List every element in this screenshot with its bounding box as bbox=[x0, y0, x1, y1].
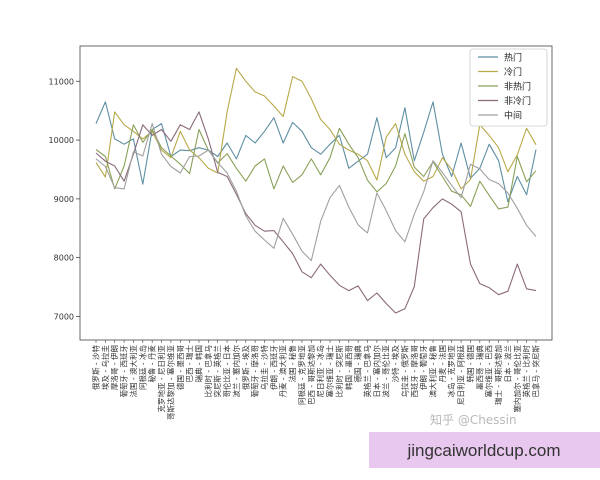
x-axis: 俄罗斯 - 沙特 埃及 - 乌拉圭 摩洛哥 - 伊朗 葡萄牙 - 西班牙 法国 - 澳大… bbox=[91, 340, 541, 420]
banner-text: jingcaiworldcup.com bbox=[406, 441, 560, 460]
legend-label: 冷门 bbox=[504, 66, 522, 78]
x-tick-label: 俄罗斯 - 埃及 bbox=[240, 345, 250, 390]
x-tick-label: 英格兰 - 比利时 bbox=[521, 345, 531, 398]
x-tick-label: 丹麦 - 法国 bbox=[437, 345, 447, 382]
x-tick-label: 乌拉圭 - 俄罗斯 bbox=[399, 345, 409, 398]
x-tick-label: 埃及 - 乌拉圭 bbox=[100, 345, 110, 390]
legend-label: 非冷门 bbox=[504, 95, 531, 107]
x-tick-label: 乌拉圭 - 沙特 bbox=[259, 345, 269, 390]
series-line bbox=[95, 123, 537, 262]
x-tick-label: 葡萄牙 - 西班牙 bbox=[119, 345, 129, 398]
plot-frame bbox=[79, 45, 553, 341]
legend-box bbox=[469, 48, 548, 127]
x-tick-label: 澳大利亚 - 秘鲁 bbox=[428, 345, 438, 397]
x-tick-label: 俄罗斯 - 沙特 bbox=[91, 345, 101, 390]
x-tick-label: 法国 - 澳大利亚 bbox=[128, 345, 138, 398]
x-tick-label: 巴拿马 - 突尼斯 bbox=[531, 345, 541, 398]
series-line bbox=[95, 67, 537, 190]
x-tick-label: 英格兰 - 巴拿马 bbox=[362, 345, 372, 397]
y-tick-label: 10000 bbox=[49, 136, 74, 145]
x-tick-label: 塞尔维亚 - 瑞士 bbox=[325, 345, 335, 398]
x-tick-label: 葡萄牙 - 摩洛哥 bbox=[250, 345, 260, 398]
x-tick-label: 丹麦 - 澳大利亚 bbox=[278, 345, 288, 398]
x-tick-label: 尼日利亚 - 冰岛 bbox=[315, 345, 325, 397]
x-tick-label: 哥伦比亚 - 日本 bbox=[222, 345, 232, 398]
watermark: 知乎 @Chessin bbox=[430, 413, 517, 427]
x-tick-label: 尼日利亚 - 阿根廷 bbox=[456, 345, 466, 405]
x-tick-label: 波兰 - 哥伦比亚 bbox=[381, 345, 391, 398]
x-tick-label: 伊朗 - 西班牙 bbox=[268, 345, 278, 390]
y-tick-label: 9000 bbox=[54, 195, 74, 204]
x-tick-label: 阿根廷 - 冰岛 bbox=[137, 345, 147, 390]
x-tick-label: 哥斯达黎加 - 塞尔维亚 bbox=[165, 345, 175, 420]
series-line bbox=[95, 124, 537, 210]
x-tick-label: 韩国 - 墨西哥 bbox=[343, 345, 353, 390]
y-tick-label: 7000 bbox=[54, 312, 74, 321]
x-tick-label: 法国 - 秘鲁 bbox=[287, 345, 297, 382]
legend-label: 热门 bbox=[504, 52, 522, 64]
x-tick-label: 西班牙 - 摩洛哥 bbox=[409, 345, 419, 398]
series-line bbox=[95, 101, 537, 203]
y-tick-label: 11000 bbox=[49, 77, 74, 86]
x-tick-label: 冰岛 - 克罗地亚 bbox=[446, 345, 456, 398]
x-tick-label: 突尼斯 - 英格兰 bbox=[212, 345, 222, 398]
x-tick-label: 塞内加尔 - 哥伦比亚 bbox=[512, 345, 522, 413]
x-tick-label: 日本 - 波兰 bbox=[502, 345, 512, 383]
x-tick-label: 伊朗 - 葡萄牙 bbox=[418, 345, 428, 390]
x-tick-label: 摩洛哥 - 伊朗 bbox=[109, 345, 119, 390]
series-lines bbox=[95, 67, 537, 314]
x-tick-label: 克罗地亚 - 尼日利亚 bbox=[156, 345, 166, 413]
x-tick-label: 韩国 - 德国 bbox=[465, 345, 475, 382]
y-tick-label: 8000 bbox=[54, 254, 74, 263]
x-tick-label: 比利时 - 突尼斯 bbox=[334, 345, 344, 398]
x-tick-label: 秘鲁 - 丹麦 bbox=[147, 345, 157, 383]
legend-label: 中间 bbox=[504, 110, 522, 122]
y-axis: 7000 8000 9000 10000 11000 bbox=[49, 77, 80, 321]
x-tick-label: 瑞士 - 哥斯达黎加 bbox=[493, 345, 503, 405]
x-tick-label: 比利时 - 巴拿马 bbox=[203, 345, 213, 397]
x-tick-label: 巴西 - 哥斯达黎加 bbox=[306, 345, 316, 405]
x-tick-label: 沙特 - 埃及 bbox=[390, 345, 400, 383]
x-tick-label: 阿根廷 - 克罗地亚 bbox=[296, 345, 306, 405]
x-tick-label: 瑞典 - 韩国 bbox=[193, 345, 203, 382]
banner bbox=[369, 432, 600, 468]
x-tick-label: 德国 - 墨西哥 bbox=[175, 345, 185, 390]
legend-label: 非热门 bbox=[504, 81, 531, 93]
x-tick-label: 巴西 - 瑞士 bbox=[184, 345, 194, 383]
x-tick-label: 德国 - 瑞典 bbox=[353, 345, 363, 383]
series-line bbox=[95, 111, 537, 314]
x-tick-label: 波兰 - 塞内加尔 bbox=[231, 345, 241, 398]
x-tick-label: 墨西哥 - 瑞典 bbox=[474, 345, 484, 390]
x-tick-label: 塞尔维亚 - 巴西 bbox=[484, 345, 494, 398]
x-tick-label: 日本 - 塞内加尔 bbox=[371, 345, 381, 398]
